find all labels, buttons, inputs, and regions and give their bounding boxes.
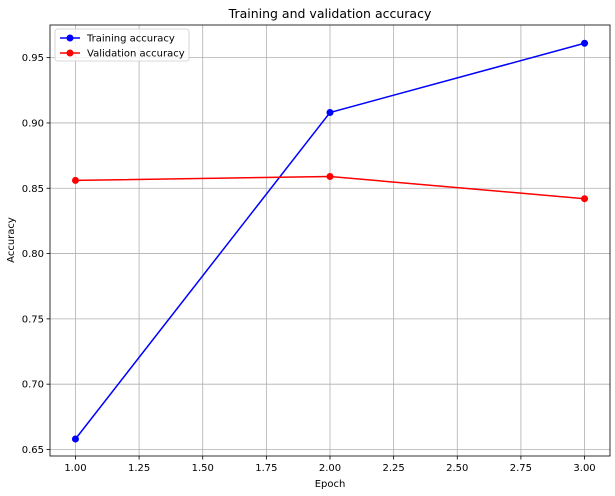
x-tick-label: 1.25 <box>128 463 150 474</box>
training-accuracy-point <box>581 39 589 47</box>
training-accuracy-point <box>71 435 79 443</box>
chart-title: Training and validation accuracy <box>228 6 432 21</box>
x-tick-label: 2.50 <box>446 463 468 474</box>
legend: Training accuracy Validation accuracy <box>54 28 190 62</box>
grid <box>50 25 610 456</box>
y-tick-label: 0.75 <box>22 314 44 325</box>
y-axis-label: Accuracy <box>6 217 17 263</box>
y-tick-label: 0.70 <box>22 380 44 391</box>
x-tick-label: 1.75 <box>255 463 277 474</box>
y-tick-label: 0.65 <box>22 445 44 456</box>
x-tick-label: 2.25 <box>383 463 405 474</box>
ticks: 1.00 1.25 1.50 1.75 2.00 2.25 2.50 2.75 3.00 0.65… <box>22 53 596 474</box>
y-tick-label: 0.80 <box>22 249 44 260</box>
y-tick-label: 0.85 <box>22 184 44 195</box>
validation-accuracy-point <box>71 176 79 184</box>
x-tick-label: 2.75 <box>510 463 532 474</box>
x-tick-label: 1.50 <box>192 463 214 474</box>
series-layer <box>71 39 589 443</box>
legend-box <box>54 28 190 62</box>
validation-accuracy-point <box>581 195 589 203</box>
training-accuracy-point <box>326 109 334 117</box>
x-tick-label: 2.00 <box>319 463 341 474</box>
training-accuracy-legend-label: Training accuracy <box>86 34 175 45</box>
x-tick-label: 3.00 <box>573 463 595 474</box>
x-tick-label: 1.00 <box>64 463 86 474</box>
y-tick-label: 0.90 <box>22 118 44 129</box>
training-accuracy-legend-marker <box>66 34 74 42</box>
y-tick-label: 0.95 <box>22 53 44 64</box>
validation-accuracy-legend-marker <box>66 49 74 57</box>
validation-accuracy-point <box>326 173 334 181</box>
validation-accuracy-legend-label: Validation accuracy <box>87 49 185 60</box>
x-axis-label: Epoch <box>315 479 346 490</box>
